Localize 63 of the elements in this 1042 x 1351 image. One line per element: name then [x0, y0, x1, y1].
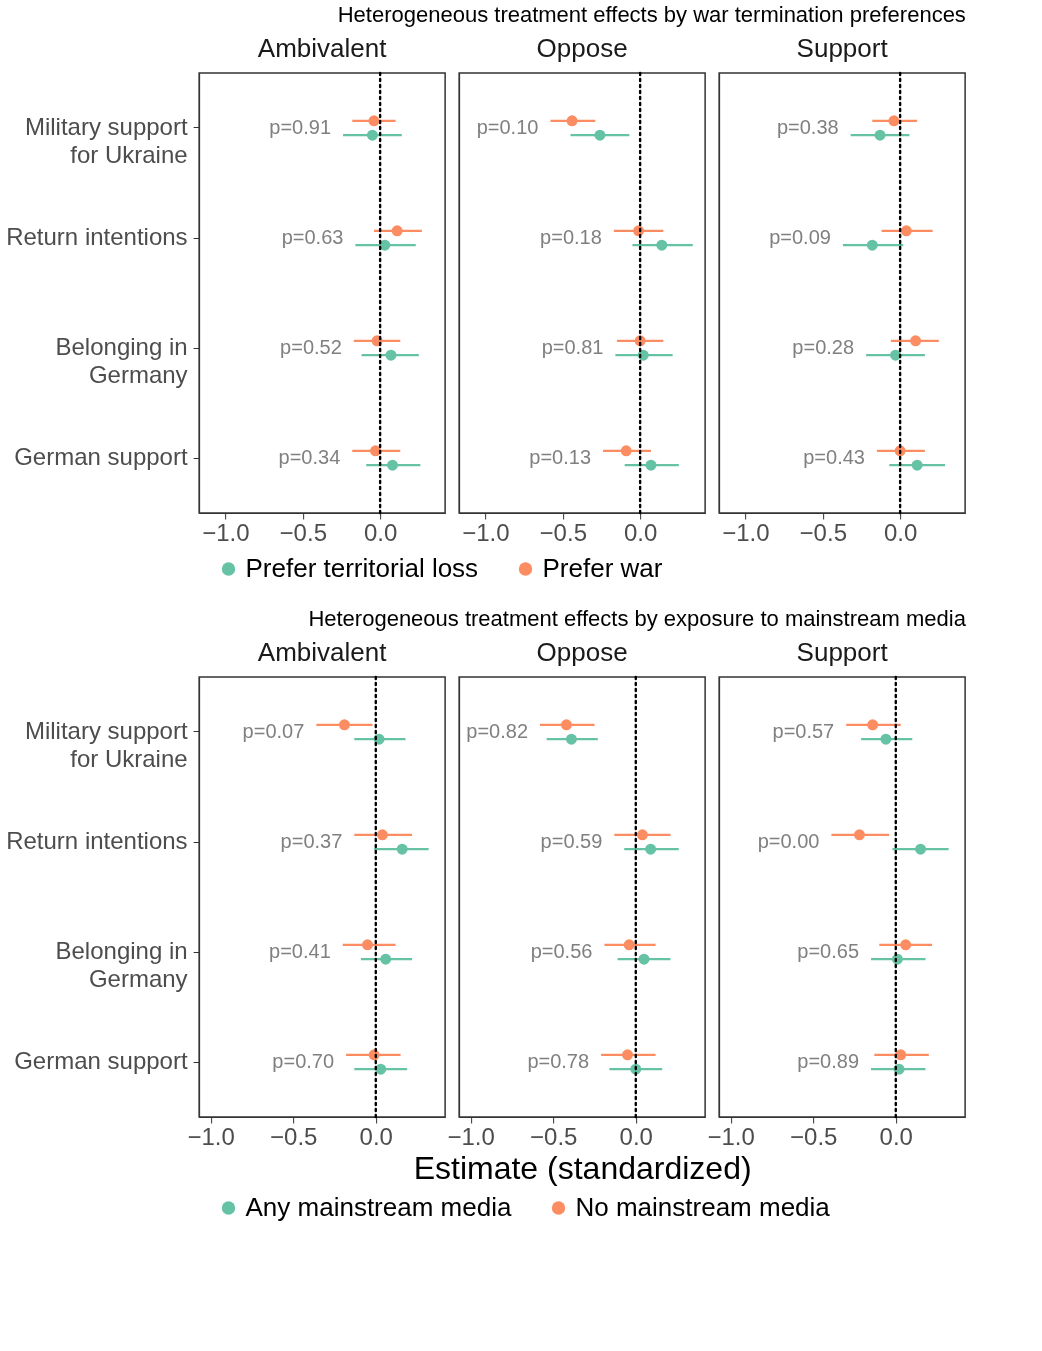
legend-label: Prefer territorial loss: [245, 553, 479, 583]
annotation: p=0.63: [281, 226, 344, 248]
annotation: p=0.28: [792, 336, 855, 358]
legend-label: No mainstream media: [575, 1192, 831, 1222]
chart-title: Oppose: [536, 32, 628, 63]
annotation: p=0.00: [757, 830, 820, 852]
annotation: p=0.89: [797, 1050, 860, 1072]
x-tick-label: 0.0: [359, 1122, 393, 1150]
y-tick-label: Military support for Ukraine: [24, 717, 188, 772]
chart-title: Oppose: [536, 636, 628, 667]
x-tick-label: −0.5: [530, 1122, 578, 1150]
annotation: p=0.59: [540, 830, 603, 852]
annotation: p=0.82: [466, 720, 529, 742]
annotation: p=0.41: [269, 940, 331, 962]
annotation: p=0.13: [529, 446, 592, 468]
annotation: p=0.65: [797, 940, 860, 962]
x-tick-label: −1.0: [187, 1122, 235, 1150]
annotation: p=0.56: [530, 940, 593, 962]
chart-title: Ambivalent: [257, 636, 388, 667]
x-tick-label: −1.0: [462, 518, 510, 546]
x-tick-label: −0.5: [790, 1122, 838, 1150]
y-tick-label: Military support for Ukraine: [24, 113, 188, 168]
y-tick-label: Belonging in Germany: [55, 937, 188, 992]
x-tick-label: −1.0: [707, 1122, 755, 1150]
x-tick-label: −0.5: [799, 518, 847, 546]
text: Heterogeneous treatment effects by war termination preferences: [337, 2, 966, 28]
annotation: p=0.18: [540, 226, 602, 248]
annotation: p=0.37: [280, 830, 343, 852]
y-tick-label: Return intentions: [6, 827, 188, 854]
annotation: p=0.57: [772, 720, 835, 742]
x-tick-label: −1.0: [202, 518, 250, 546]
x-tick-label: −0.5: [279, 518, 327, 546]
chart-title: Support: [796, 636, 889, 667]
text: Heterogeneous treatment effects by exposure to mainstream media: [308, 606, 967, 632]
x-tick-label: 0.0: [883, 518, 918, 546]
x-tick-label: −0.5: [539, 518, 587, 546]
chart-title: Support: [796, 32, 889, 63]
annotation: p=0.10: [476, 116, 539, 138]
x-tick-label: 0.0: [619, 1122, 653, 1150]
y-tick-label: German support: [14, 1047, 188, 1074]
annotation: p=0.38: [776, 116, 839, 138]
annotation: p=0.07: [242, 720, 305, 742]
annotation: p=0.70: [272, 1050, 335, 1072]
annotation: p=0.81: [541, 336, 604, 358]
x-tick-label: −0.5: [270, 1122, 318, 1150]
x-tick-label: −1.0: [722, 518, 770, 546]
x-tick-label: 0.0: [363, 518, 398, 546]
y-tick-label: German support: [14, 443, 188, 470]
y-tick-label: Return intentions: [6, 223, 188, 250]
x-tick-label: 0.0: [623, 518, 658, 546]
legend-label: Any mainstream media: [245, 1192, 512, 1222]
annotation: p=0.78: [527, 1050, 590, 1072]
annotation: p=0.43: [803, 446, 865, 468]
annotation: p=0.09: [769, 226, 831, 248]
chart-title: Ambivalent: [257, 32, 388, 63]
x-tick-label: 0.0: [879, 1122, 913, 1150]
legend-label: Prefer war: [542, 553, 663, 583]
x-tick-label: −1.0: [447, 1122, 495, 1150]
annotation: p=0.91: [269, 116, 332, 138]
annotation: p=0.52: [280, 336, 342, 358]
annotation: p=0.34: [278, 446, 341, 468]
y-tick-label: Belonging in Germany: [55, 333, 188, 388]
x-axis-title: Estimate (standardized): [413, 1149, 752, 1186]
